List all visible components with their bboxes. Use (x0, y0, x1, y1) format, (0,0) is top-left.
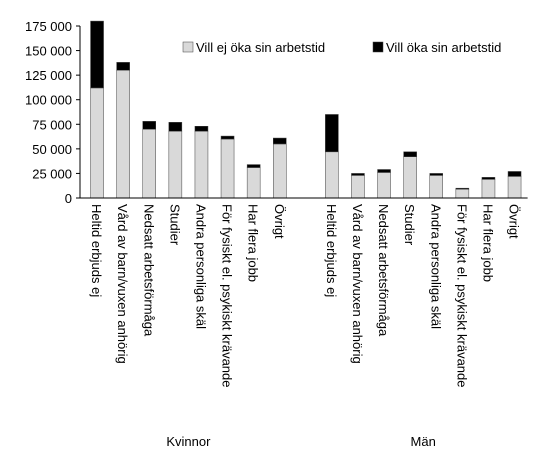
bar-segment-vill-ej-oka (325, 151, 339, 199)
bar-segment-vill-ej-oka (403, 156, 417, 199)
x-category-label: Vård av barn/vuxen anhörig (350, 204, 365, 364)
bar-segment-vill-oka (116, 62, 130, 71)
x-category-label: Studier (402, 204, 417, 246)
bar-segment-vill-ej-oka (116, 69, 130, 199)
bar-segment-vill-oka (168, 122, 183, 132)
bar-segment-vill-ej-oka (220, 138, 235, 199)
x-axis: Heltid erbjuds ej Vård av barn/vuxen anhö… (80, 197, 528, 388)
bar-segment-vill-oka (142, 121, 156, 130)
legend-label-vill-ej-oka: Vill ej öka sin arbetstid (196, 40, 325, 55)
x-category-label: Nedsatt arbetsförmåga (141, 204, 156, 337)
bar-segment-vill-oka (273, 137, 287, 145)
bar-segment-vill-ej-oka (168, 130, 183, 199)
bar-segment-vill-oka (90, 20, 104, 89)
bar-segment-vill-ej-oka (455, 188, 470, 199)
x-category-label: Har flera jobb (480, 204, 495, 282)
x-category-label: För fysiskt el. psykiskt krävande (220, 204, 235, 388)
bars (90, 20, 522, 199)
y-tick-label: 175 000 (25, 19, 72, 34)
legend-label-vill-oka: Vill öka sin arbetstid (386, 40, 501, 55)
x-category-label: Övrigt (272, 204, 287, 239)
y-tick-label: 0 (65, 191, 72, 206)
y-tick-label: 100 000 (25, 93, 72, 108)
bar-segment-vill-oka (194, 126, 209, 132)
x-category-label: Studier (167, 204, 182, 246)
y-tick-label: 50 000 (32, 142, 72, 157)
bar-segment-vill-ej-oka (429, 175, 443, 199)
bar-segment-vill-ej-oka (377, 172, 391, 199)
x-category-label: Nedsatt arbetsförmåga (376, 204, 391, 337)
bar-segment-vill-ej-oka (507, 176, 522, 199)
legend: Vill ej öka sin arbetstid Vill öka sin ar… (182, 40, 501, 55)
x-category-label: Heltid erbjuds ej (89, 204, 104, 297)
bar-segment-vill-oka (377, 169, 391, 173)
x-category-label: Har flera jobb (246, 204, 261, 282)
bar-segment-vill-ej-oka (142, 128, 156, 199)
y-axis: 0 25 000 50 000 75 000 100 000 125 000 150 000… (25, 19, 81, 206)
bar-segment-vill-oka (481, 177, 496, 180)
y-tick-label: 150 000 (25, 44, 72, 59)
legend-swatch-vill-ej-oka (182, 41, 194, 53)
group-labels: Kvinnor Män (166, 434, 435, 449)
bar-segment-vill-oka (403, 151, 417, 157)
y-tick-label: 75 000 (32, 117, 72, 132)
group-label: Kvinnor (166, 434, 211, 449)
bar-segment-vill-oka (220, 135, 235, 140)
bar-segment-vill-oka (325, 114, 339, 153)
x-category-label: Vård av barn/vuxen anhörig (115, 204, 130, 364)
bar-segment-vill-ej-oka (246, 167, 261, 199)
x-category-label: Heltid erbjuds ej (324, 204, 339, 297)
bar-segment-vill-ej-oka (90, 87, 104, 199)
x-category-label: För fysiskt el. psykiskt krävande (454, 204, 469, 388)
bar-segment-vill-ej-oka (273, 143, 287, 199)
bar-segment-vill-oka (507, 171, 522, 177)
bar-segment-vill-ej-oka (481, 179, 496, 199)
y-tick-label: 125 000 (25, 68, 72, 83)
bar-segment-vill-ej-oka (351, 175, 365, 199)
x-category-label: Andra personliga skäl (428, 204, 443, 329)
x-category-label: Övrigt (507, 204, 522, 239)
bar-segment-vill-oka (351, 173, 365, 176)
legend-swatch-vill-oka (372, 41, 384, 53)
bar-segment-vill-oka (246, 164, 261, 168)
y-tick-label: 25 000 (32, 166, 72, 181)
bar-segment-vill-ej-oka (194, 130, 209, 199)
x-category-label: Andra personliga skäl (193, 204, 208, 329)
group-label: Män (411, 434, 436, 449)
bar-segment-vill-oka (429, 173, 443, 176)
bar-segment-vill-oka (455, 187, 470, 190)
